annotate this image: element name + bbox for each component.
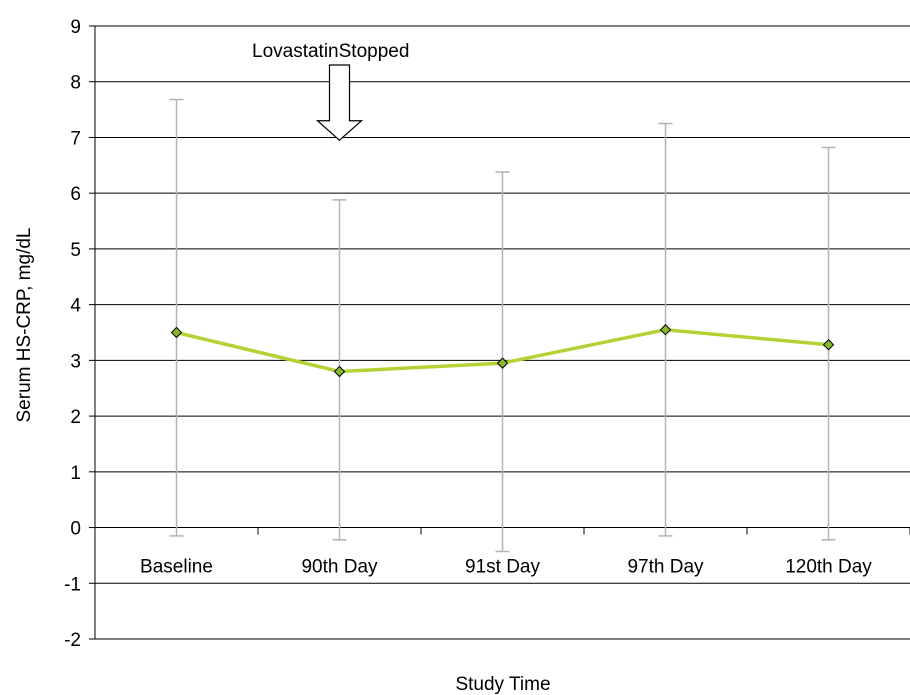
x-tick-label: Baseline (140, 557, 213, 578)
annotation-label: LovastatinStopped (252, 41, 409, 62)
y-tick-label: 6 (70, 184, 81, 205)
annotation: LovastatinStopped (252, 41, 409, 142)
series-line (170, 324, 835, 378)
y-tick-label: -1 (64, 574, 81, 595)
y-tick-label: 2 (70, 407, 81, 428)
data-point-marker (333, 365, 346, 378)
x-axis-label: Study Time (455, 674, 550, 695)
y-tick-label: 4 (70, 296, 81, 317)
down-arrow-icon (315, 64, 364, 142)
data-point-marker (659, 324, 672, 336)
y-tick-label: 9 (70, 17, 81, 38)
x-tick-label: 90th Day (301, 557, 378, 578)
y-axis-ticks: -2 -1 0 1 2 3 4 5 6 7 8 9 (64, 17, 96, 651)
y-tick-label: 0 (70, 519, 81, 540)
error-bars (169, 98, 836, 553)
data-point-marker (496, 357, 509, 369)
x-axis: Baseline 90th Day 91st Day 97th Day 120th Da… (94, 527, 910, 578)
y-tick-label: 3 (70, 351, 81, 372)
y-tick-label: 8 (70, 73, 81, 94)
y-tick-label: 7 (70, 128, 81, 149)
y-tick-label: 1 (70, 463, 81, 484)
y-axis-label: Serum HS-CRP, mg/dL (14, 228, 35, 423)
x-tick-label: 97th Day (627, 557, 704, 578)
data-point-marker (170, 326, 183, 339)
x-tick-label: 91st Day (465, 557, 540, 578)
y-tick-label: -2 (64, 630, 81, 651)
y-tick-label: 5 (70, 240, 81, 261)
x-tick-label: 120th Day (785, 557, 872, 578)
data-point-marker (822, 339, 835, 351)
